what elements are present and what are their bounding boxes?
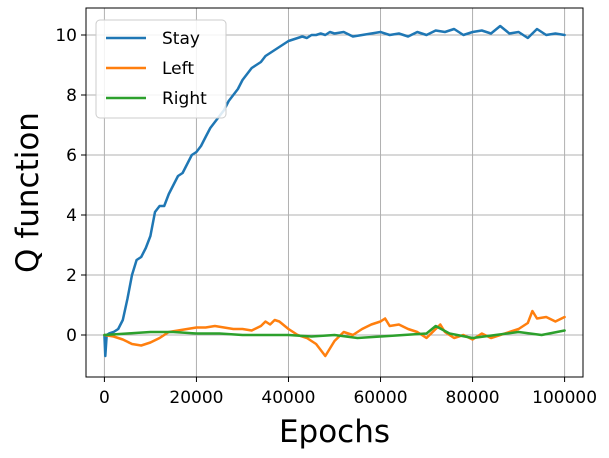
legend-label: Right — [162, 89, 207, 109]
series-line-left — [103, 309, 566, 358]
legend: Stay Left Right — [95, 19, 227, 119]
legend-label: Left — [162, 59, 194, 79]
y-tick-label: 2 — [66, 266, 77, 286]
series-line-right — [103, 324, 566, 340]
x-tick-label: 20000 — [169, 388, 223, 408]
y-tick-label: 8 — [66, 86, 77, 106]
x-tick-label: 40000 — [261, 388, 315, 408]
y-tick-label: 6 — [66, 146, 77, 166]
y-tick-label: 4 — [66, 206, 77, 226]
x-tick-label: 0 — [99, 388, 110, 408]
y-tick-label: 0 — [66, 326, 77, 346]
x-tick-label: 80000 — [446, 388, 500, 408]
y-axis-title: Q function — [10, 112, 46, 273]
y-axis: 0 2 4 6 8 10 — [55, 26, 86, 346]
series-lines — [103, 24, 566, 358]
x-tick-label: 60000 — [353, 388, 407, 408]
plot-frame — [85, 7, 584, 378]
y-tick-label: 10 — [55, 26, 77, 46]
x-axis-title: Epochs — [279, 414, 390, 450]
legend-box — [95, 19, 227, 119]
legend-label: Stay — [162, 29, 200, 49]
x-tick-label: 100000 — [532, 388, 597, 408]
series-line-stay — [103, 24, 566, 358]
x-axis: 0 20000 40000 60000 80000 100000 — [99, 377, 597, 408]
